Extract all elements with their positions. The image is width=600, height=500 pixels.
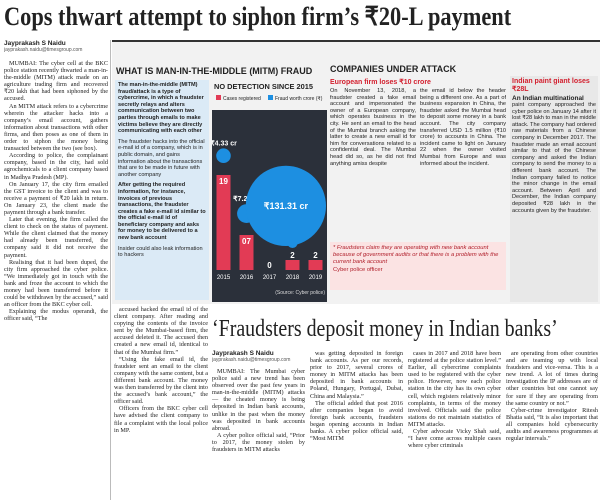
paragraph: Officers from the BKC cyber cell have ad… xyxy=(114,405,208,434)
paragraph: After getting the required information, … xyxy=(118,182,206,242)
paragraph: A cyber police official said, “Prior to … xyxy=(212,431,305,454)
year-label: 2016 xyxy=(240,275,254,281)
fraud-bubble xyxy=(245,165,326,246)
paragraph: On January 17, the city firm emailed the… xyxy=(4,180,108,216)
bar xyxy=(308,260,323,270)
paragraph: Cyber-crime investigator Ritesh Bhatia s… xyxy=(506,406,598,443)
paragraph: was getting deposited in foreign bank ac… xyxy=(310,350,403,400)
paragraph: Later that evening, the firm called the … xyxy=(4,216,108,259)
fraud-label: ₹4.33 cr xyxy=(212,139,237,147)
legend-swatch xyxy=(216,95,221,100)
paragraph: the email id below the header being a di… xyxy=(420,88,506,167)
year-label: 2017 xyxy=(263,275,277,281)
paragraph: are operating from other countries and a… xyxy=(506,350,598,407)
headline: Cops thwart attempt to siphon firm’s ₹20… xyxy=(4,2,512,31)
companies-title: COMPANIES UNDER ATTACK xyxy=(330,64,457,74)
infographic: WHAT IS MAN-IN-THE-MIDDLE (MITM) FRAUD T… xyxy=(112,40,600,304)
bar-label: 2 xyxy=(290,251,295,260)
text-column: the email id below the header being a di… xyxy=(420,88,506,238)
text-column: paint company approached the cyber polic… xyxy=(510,102,598,214)
paragraph: The man-in-the-middle (MITM) fraud/attac… xyxy=(118,82,204,135)
indian-box: Indian paint giant loses ₹28L An Indian … xyxy=(510,76,598,302)
byline: Jayprakash S Naidu xyxy=(4,40,66,47)
fraud-bubble xyxy=(216,148,231,163)
companies: COMPANIES UNDER ATTACK European firm los… xyxy=(328,64,600,304)
headline-2: ‘Fraudsters deposit money in Indian bank… xyxy=(212,316,558,342)
text-column: are operating from other countries and a… xyxy=(506,350,598,500)
bar-label: 2 xyxy=(313,251,318,260)
paragraph: accused hacked the email id of the clien… xyxy=(114,306,208,356)
paragraph: According to police, the complainant com… xyxy=(4,152,108,181)
legend-swatch xyxy=(268,95,273,100)
paragraph: “Using the fake email id, the fraudster … xyxy=(114,355,208,406)
bar xyxy=(239,235,254,270)
bar-label: 19 xyxy=(219,177,228,186)
mitm-points: The man-in-the-middle (MITM) fraud/attac… xyxy=(115,80,209,300)
paragraph: An MITM attack refers to a cybercrime wh… xyxy=(4,102,108,153)
bar xyxy=(285,260,300,270)
paragraph: Cyber advocate Vicky Shah said, “I have … xyxy=(408,428,501,450)
byline: Jayprakash S Naidu xyxy=(212,350,274,357)
infographic-title: WHAT IS MAN-IN-THE-MIDDLE (MITM) FRAUD xyxy=(116,66,313,76)
email: jayprakash.naidu@timesgroup.com xyxy=(212,357,291,363)
bar xyxy=(216,175,231,270)
chart: NO DETECTION SINCE 2015 Cases registered F… xyxy=(212,82,327,302)
paragraph: Explaining the modus operandi, the offic… xyxy=(4,308,108,323)
paragraph: On November 13, 2018, a fraudster create… xyxy=(330,88,416,167)
bar-label: 0 xyxy=(267,261,272,270)
paragraph: MUMBAI: The Mumbai cyber police said a n… xyxy=(212,368,305,432)
byline-block: Jayprakash S Naidu jayprakash.naidu@time… xyxy=(212,350,306,366)
text-column: cases in 2017 and 2018 have been registe… xyxy=(408,350,501,500)
text-column: MUMBAI: The Mumbai cyber police said a n… xyxy=(212,368,305,500)
byline-block: Jayprakash S Naidu jayprakash.naidu@time… xyxy=(4,40,108,58)
rule xyxy=(110,40,111,500)
text-column: was getting deposited in foreign bank ac… xyxy=(310,350,403,500)
note-text: * Fraudsters claim they are operating wi… xyxy=(333,245,499,265)
indian-lead: An Indian multinational xyxy=(512,95,584,102)
paragraph: cases in 2017 and 2018 have been registe… xyxy=(408,350,501,428)
text-column: On November 13, 2018, a fraudster create… xyxy=(330,88,416,238)
text-column: MUMBAI: The cyber cell at the BKC police… xyxy=(4,60,108,500)
indian-heading: Indian paint giant loses ₹28L xyxy=(512,78,590,93)
year-label: 2018 xyxy=(286,275,300,281)
note-source: Cyber police officer xyxy=(333,267,383,274)
paragraph: The fraudster hacks into the official e-… xyxy=(118,138,205,178)
year-label: 2019 xyxy=(309,275,323,281)
chart-source: (Source: Cyber police) xyxy=(275,290,325,296)
bar-label: 07 xyxy=(242,237,251,246)
paragraph: Insider could also leak information to h… xyxy=(118,245,203,259)
email: jayprakash.naidu@timesgroup.com xyxy=(4,47,83,53)
paragraph: Realising that it had been duped, the ci… xyxy=(4,258,108,309)
fraud-label: ₹131.31 cr xyxy=(264,201,309,211)
paragraph: MUMBAI: The cyber cell at the BKC police… xyxy=(4,60,108,103)
legend-label: Fraud worth crore (₹) xyxy=(275,96,323,102)
note: * Fraudsters claim they are operating wi… xyxy=(330,242,506,290)
legend-label: Cases registered xyxy=(223,96,261,102)
paragraph: paint company approached the cyber polic… xyxy=(512,102,596,214)
chart-title: NO DETECTION SINCE 2015 xyxy=(214,82,313,91)
paragraph: The official added that post 2016 after … xyxy=(310,399,403,443)
text-column: accused hacked the email id of the clien… xyxy=(114,306,208,500)
year-label: 2015 xyxy=(217,275,231,281)
european-heading: European firm loses ₹10 crore xyxy=(330,79,431,86)
